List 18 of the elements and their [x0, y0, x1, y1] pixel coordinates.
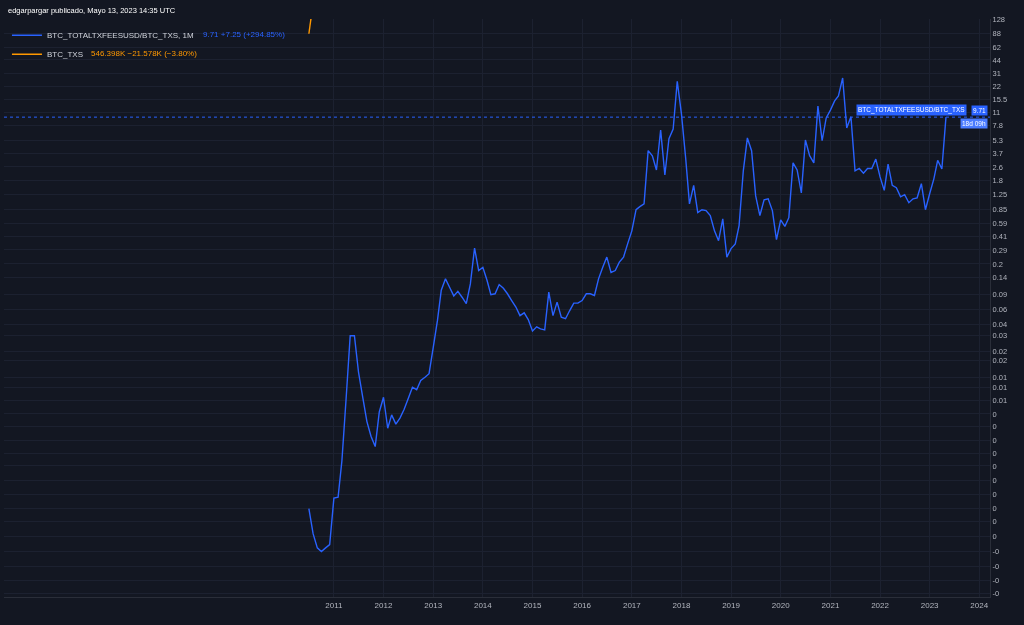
x-tick-label: 2018 — [672, 600, 691, 610]
x-tick-label: 2011 — [325, 600, 344, 610]
x-tick-label: 2016 — [573, 600, 592, 610]
x-tick-label: 2021 — [821, 600, 840, 610]
x-tick-label: 2013 — [424, 600, 443, 610]
x-tick-label: 2019 — [722, 600, 741, 610]
annotation: 546.398K −21.578K (−3.80%) — [91, 49, 198, 58]
x-tick-label: 2020 — [771, 600, 791, 610]
x-tick-label: 2022 — [871, 600, 890, 610]
x-tick-label: 2014 — [473, 600, 493, 610]
legend-label: BTC_TOTALTXFEESUSD/BTC_TXS, 1M — [46, 31, 194, 41]
x-tick-label: 2015 — [523, 600, 542, 610]
annotation: 9.71 +7.25 (+294.85%) — [203, 30, 286, 39]
legend-label: BTC_TXS — [46, 50, 83, 60]
x-tick-label: 2017 — [622, 600, 642, 610]
x-tick-label: 2024 — [970, 600, 989, 610]
x-tick-label: 2023 — [920, 600, 940, 610]
x-tick-label: 2012 — [374, 600, 393, 610]
